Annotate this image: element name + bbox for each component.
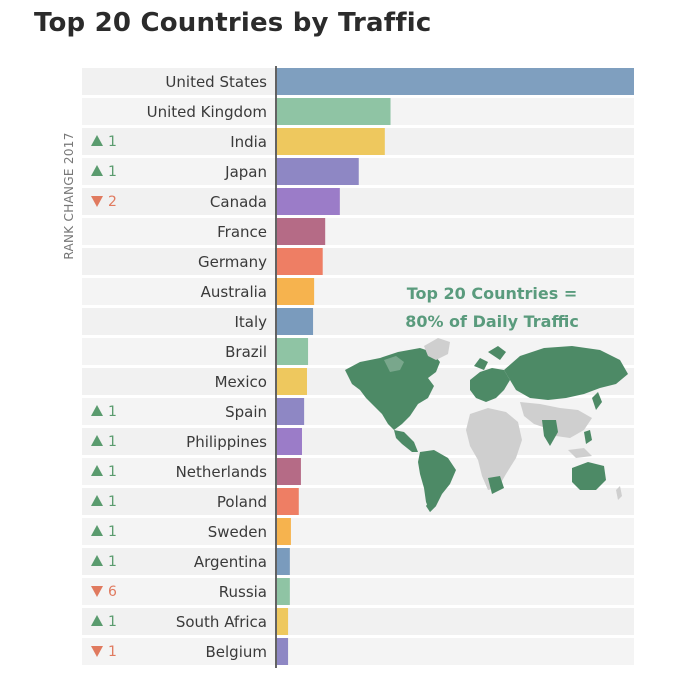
rank-change-value: 6 bbox=[108, 584, 117, 600]
row-background bbox=[82, 518, 634, 545]
country-label: Belgium bbox=[206, 643, 268, 661]
country-label: Spain bbox=[225, 403, 267, 421]
annotation-line-1: Top 20 Countries = bbox=[407, 284, 578, 303]
rank-change-value: 1 bbox=[108, 524, 117, 540]
country-label: Netherlands bbox=[176, 463, 268, 481]
bar bbox=[277, 548, 290, 575]
rank-up-icon bbox=[91, 165, 103, 176]
bar bbox=[277, 98, 391, 125]
country-label: Germany bbox=[198, 253, 267, 271]
country-label: Philippines bbox=[186, 433, 267, 451]
row-background bbox=[82, 278, 634, 305]
rank-change-value: 2 bbox=[108, 194, 117, 210]
bar bbox=[277, 68, 634, 95]
row-background bbox=[82, 548, 634, 575]
country-label: Italy bbox=[234, 313, 267, 331]
bar bbox=[277, 158, 359, 185]
row-background bbox=[82, 608, 634, 635]
bar bbox=[277, 608, 289, 635]
bar bbox=[277, 398, 305, 425]
country-label: Canada bbox=[210, 193, 267, 211]
row-background bbox=[82, 488, 634, 515]
rank-up-icon bbox=[91, 525, 103, 536]
country-label: Australia bbox=[201, 283, 267, 301]
rank-up-icon bbox=[91, 135, 103, 146]
country-label: Brazil bbox=[225, 343, 267, 361]
row-background bbox=[82, 458, 634, 485]
row-background bbox=[82, 638, 634, 665]
row-background bbox=[82, 308, 634, 335]
annotation-line-2: 80% of Daily Traffic bbox=[405, 312, 579, 331]
rank-change-value: 1 bbox=[108, 644, 117, 660]
rank-change-value: 1 bbox=[108, 614, 117, 630]
bar-series bbox=[277, 68, 634, 665]
rank-change-value: 1 bbox=[108, 404, 117, 420]
bar bbox=[277, 488, 299, 515]
rank-up-icon bbox=[91, 495, 103, 506]
country-label: Sweden bbox=[208, 523, 267, 541]
row-background bbox=[82, 218, 634, 245]
bar bbox=[277, 428, 302, 455]
rank-up-icon bbox=[91, 435, 103, 446]
country-label: United Kingdom bbox=[147, 103, 267, 121]
bar bbox=[277, 518, 291, 545]
rank-up-icon bbox=[91, 465, 103, 476]
rank-up-icon bbox=[91, 555, 103, 566]
country-label: Russia bbox=[219, 583, 267, 601]
row-background bbox=[82, 578, 634, 605]
row-background bbox=[82, 248, 634, 275]
bar bbox=[277, 338, 309, 365]
bar bbox=[277, 278, 315, 305]
bar bbox=[277, 128, 385, 155]
rank-change-value: 1 bbox=[108, 554, 117, 570]
bar bbox=[277, 188, 340, 215]
rank-change-value: 1 bbox=[108, 134, 117, 150]
rank-change-value: 1 bbox=[108, 434, 117, 450]
country-label: United States bbox=[165, 73, 267, 91]
rank-up-icon bbox=[91, 405, 103, 416]
country-label: Argentina bbox=[194, 553, 267, 571]
rank-down-icon bbox=[91, 646, 103, 657]
bar bbox=[277, 308, 314, 335]
row-background bbox=[82, 428, 634, 455]
rank-change-value: 1 bbox=[108, 494, 117, 510]
country-label: South Africa bbox=[176, 613, 267, 631]
country-label: France bbox=[217, 223, 267, 241]
world-map-icon bbox=[345, 338, 628, 512]
bar bbox=[277, 368, 307, 395]
rank-up-icon bbox=[91, 615, 103, 626]
bar bbox=[277, 218, 326, 245]
country-labels: United States United Kingdom India Japan Can… bbox=[147, 73, 268, 661]
rank-change-value: 1 bbox=[108, 164, 117, 180]
rank-change-axis-title: RANK CHANGE 2017 bbox=[62, 132, 76, 259]
row-background bbox=[82, 188, 634, 215]
bar bbox=[277, 578, 290, 605]
rank-down-icon bbox=[91, 586, 103, 597]
country-label: India bbox=[230, 133, 267, 151]
bar bbox=[277, 248, 323, 275]
rank-change-value: 1 bbox=[108, 464, 117, 480]
country-label: Japan bbox=[224, 163, 267, 181]
country-label: Poland bbox=[217, 493, 267, 511]
rank-down-icon bbox=[91, 196, 103, 207]
country-label: Mexico bbox=[215, 373, 267, 391]
bar bbox=[277, 458, 301, 485]
chart-title: Top 20 Countries by Traffic bbox=[34, 8, 432, 38]
bar bbox=[277, 638, 289, 665]
